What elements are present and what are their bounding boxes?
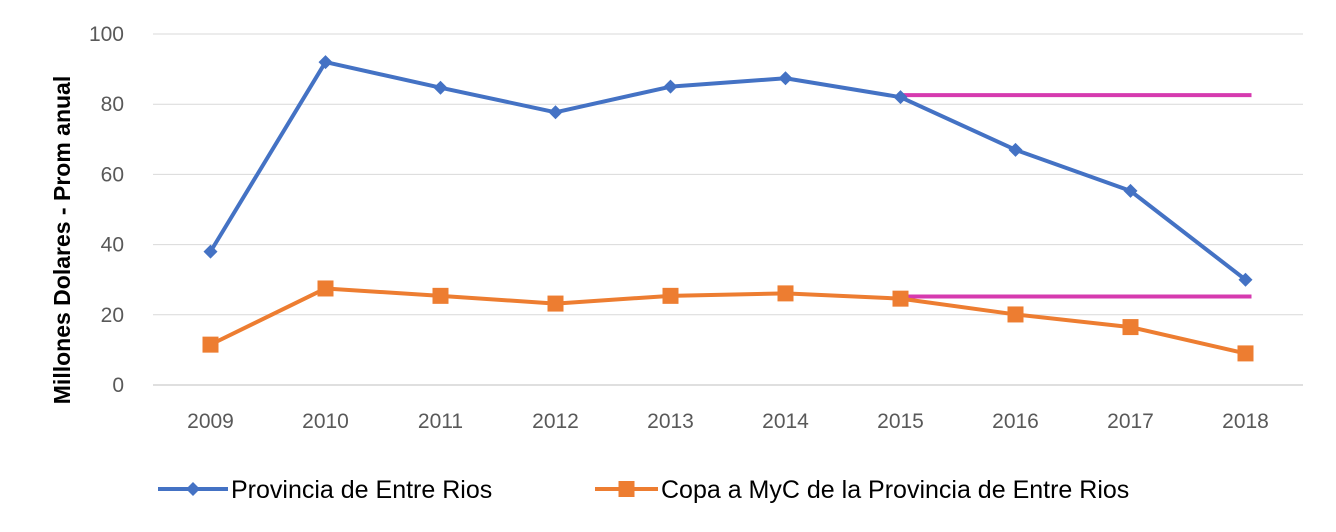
legend-label: Copa a MyC de la Provincia de Entre Rios (661, 476, 1129, 504)
reference-lines (900, 93, 1252, 299)
x-tick-label: 2016 (992, 410, 1039, 433)
series-1 (203, 55, 1253, 287)
x-tick-label: 2017 (1107, 410, 1154, 433)
y-tick-label: 20 (101, 304, 124, 327)
data-point (1007, 306, 1024, 323)
data-point (1238, 272, 1253, 287)
x-tick-label: 2018 (1222, 410, 1269, 433)
x-tick-label: 2011 (418, 410, 463, 433)
data-point (663, 79, 678, 94)
x-tick-label: 2012 (532, 410, 579, 433)
x-tick-label: 2013 (647, 410, 694, 433)
data-point (1122, 319, 1139, 336)
data-point (317, 280, 334, 297)
x-axis-ticks: 2009 2010 2011 2012 2013 2014 2015 2016 2017 2018 (187, 410, 1269, 433)
legend-item: Copa a MyC de la Provincia de Entre Rios (595, 476, 1129, 504)
data-point (318, 55, 333, 70)
data-point (662, 287, 679, 304)
data-point (547, 295, 564, 312)
data-point (433, 80, 448, 95)
x-tick-label: 2010 (302, 410, 349, 433)
data-point (777, 285, 794, 302)
x-tick-label: 2015 (877, 410, 924, 433)
data-point (203, 244, 218, 259)
legend-label: Provincia de Entre Rios (231, 476, 492, 504)
legend-marker (618, 481, 635, 497)
y-axis-title: Millones Dolares - Prom anual (49, 76, 75, 404)
series-line (208, 286, 1248, 356)
y-tick-label: 0 (112, 374, 124, 397)
gridlines (153, 33, 1303, 386)
x-tick-label: 2014 (762, 410, 809, 433)
data-point (1123, 183, 1138, 198)
data-point (778, 71, 793, 86)
y-axis-ticks: 0 20 40 60 80 100 (89, 23, 124, 397)
data-point (893, 90, 908, 105)
legend-item: Provincia de Entre Rios (158, 476, 492, 504)
data-point (1237, 345, 1254, 362)
data-point (548, 105, 563, 120)
y-tick-label: 40 (101, 234, 124, 257)
legend-marker (186, 482, 200, 496)
legend: Provincia de Entre Rios Copa a MyC de la … (158, 476, 1129, 504)
y-tick-label: 60 (101, 163, 124, 186)
series (202, 55, 1254, 362)
y-tick-label: 100 (89, 23, 124, 46)
series-line (208, 60, 1248, 282)
x-tick-label: 2009 (187, 410, 234, 433)
data-point (1008, 142, 1023, 157)
series-2 (202, 280, 1254, 362)
data-point (432, 287, 449, 304)
y-tick-label: 80 (101, 93, 124, 116)
data-point (202, 336, 219, 353)
data-point (892, 290, 909, 307)
